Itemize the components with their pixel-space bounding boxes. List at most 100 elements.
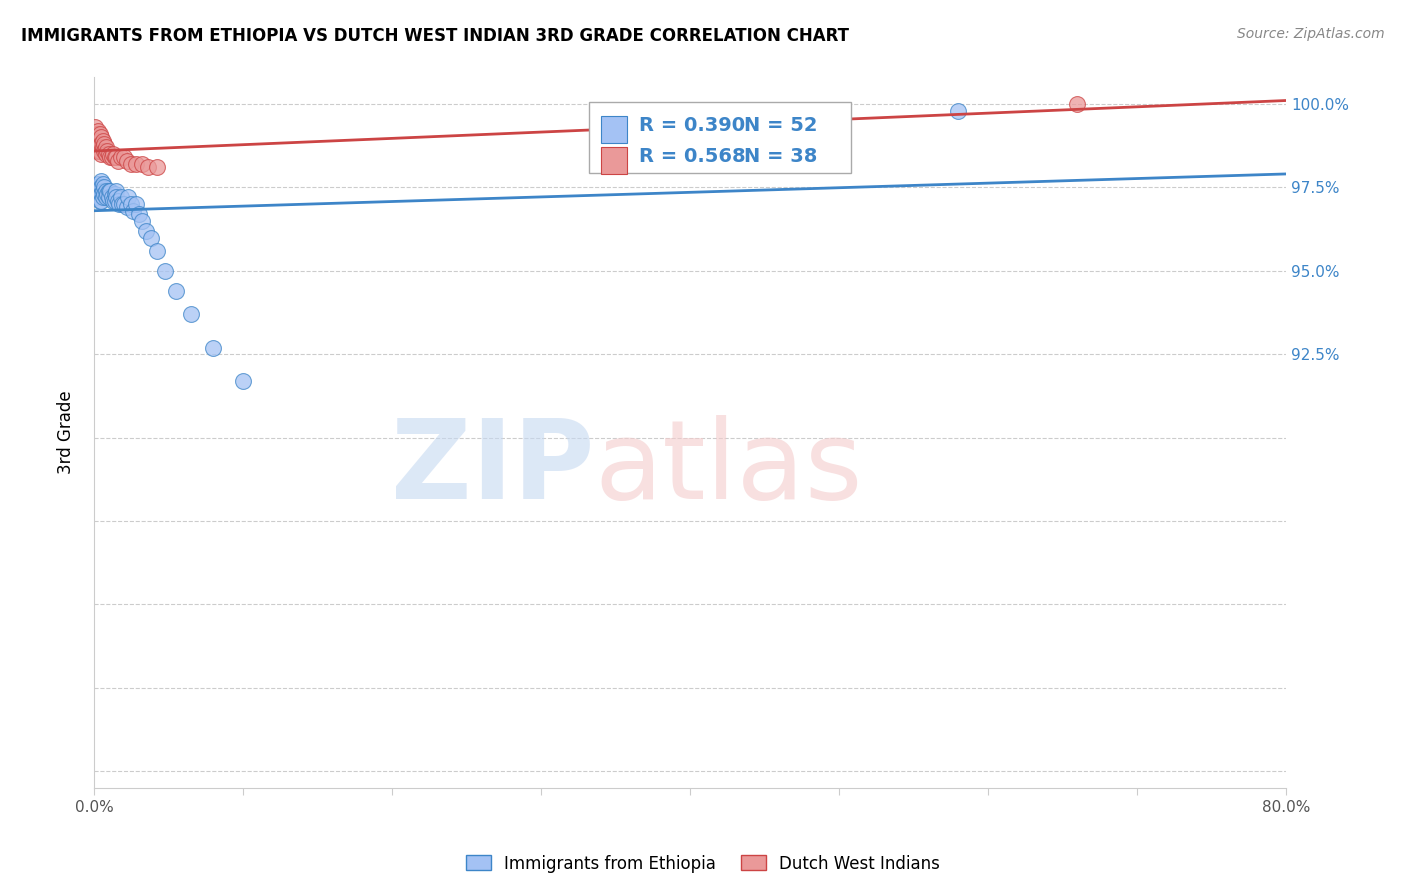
Point bbox=[98, 151, 121, 165]
Point bbox=[84, 180, 107, 194]
Point bbox=[90, 174, 112, 188]
Point bbox=[90, 147, 112, 161]
Point bbox=[87, 177, 110, 191]
Point bbox=[84, 190, 107, 204]
Point bbox=[87, 184, 110, 198]
Legend: Immigrants from Ethiopia, Dutch West Indians: Immigrants from Ethiopia, Dutch West Ind… bbox=[460, 848, 946, 880]
Text: N = 38: N = 38 bbox=[744, 147, 817, 167]
Point bbox=[202, 341, 225, 355]
Text: R = 0.568: R = 0.568 bbox=[638, 147, 745, 167]
Point bbox=[91, 190, 114, 204]
Point bbox=[120, 197, 142, 211]
Point bbox=[115, 153, 138, 168]
Point bbox=[104, 151, 127, 165]
Point bbox=[89, 144, 111, 158]
Point bbox=[946, 103, 969, 118]
Point bbox=[96, 187, 118, 202]
Point bbox=[84, 130, 107, 145]
Point bbox=[110, 190, 132, 204]
Bar bbox=[600, 116, 627, 143]
Point bbox=[94, 190, 117, 204]
Point bbox=[165, 284, 187, 298]
Text: R = 0.390: R = 0.390 bbox=[638, 116, 745, 136]
Point bbox=[86, 144, 108, 158]
Point bbox=[124, 157, 146, 171]
Point bbox=[131, 214, 153, 228]
Point bbox=[86, 180, 108, 194]
Point bbox=[136, 161, 159, 175]
Point bbox=[90, 187, 112, 202]
Point bbox=[121, 203, 143, 218]
Point bbox=[87, 140, 110, 154]
Point bbox=[84, 120, 107, 135]
Point bbox=[93, 187, 115, 202]
Point bbox=[87, 190, 110, 204]
Point bbox=[101, 190, 124, 204]
Point bbox=[180, 307, 202, 321]
Point bbox=[87, 134, 110, 148]
Point bbox=[112, 151, 135, 165]
Point bbox=[128, 207, 150, 221]
Point bbox=[91, 134, 114, 148]
Point bbox=[108, 197, 131, 211]
Point bbox=[91, 140, 114, 154]
Point bbox=[86, 137, 108, 152]
Text: ZIP: ZIP bbox=[391, 415, 595, 522]
Point bbox=[89, 127, 111, 141]
Point bbox=[93, 144, 115, 158]
Point bbox=[104, 194, 127, 208]
FancyBboxPatch shape bbox=[589, 103, 851, 173]
Text: atlas: atlas bbox=[595, 415, 863, 522]
Point bbox=[107, 194, 129, 208]
Point bbox=[93, 180, 115, 194]
Point bbox=[97, 184, 120, 198]
Point bbox=[94, 184, 117, 198]
Point bbox=[117, 190, 139, 204]
Point bbox=[90, 180, 112, 194]
Point bbox=[107, 153, 129, 168]
Point bbox=[139, 230, 162, 244]
Point bbox=[105, 190, 128, 204]
Point bbox=[91, 184, 114, 198]
Bar bbox=[600, 147, 627, 174]
Point bbox=[110, 151, 132, 165]
Point bbox=[89, 187, 111, 202]
Point bbox=[97, 147, 120, 161]
Point bbox=[89, 180, 111, 194]
Text: IMMIGRANTS FROM ETHIOPIA VS DUTCH WEST INDIAN 3RD GRADE CORRELATION CHART: IMMIGRANTS FROM ETHIOPIA VS DUTCH WEST I… bbox=[21, 27, 849, 45]
Point bbox=[120, 157, 142, 171]
Point bbox=[105, 184, 128, 198]
Point bbox=[101, 151, 124, 165]
Point bbox=[91, 177, 114, 191]
Point bbox=[135, 224, 157, 238]
Point bbox=[115, 201, 138, 215]
Point bbox=[131, 157, 153, 171]
Point bbox=[89, 194, 111, 208]
Text: Source: ZipAtlas.com: Source: ZipAtlas.com bbox=[1237, 27, 1385, 41]
Point bbox=[90, 137, 112, 152]
Point bbox=[94, 140, 117, 154]
Point bbox=[90, 194, 112, 208]
Point bbox=[98, 184, 121, 198]
Point bbox=[124, 197, 146, 211]
Point bbox=[103, 194, 125, 208]
Point bbox=[145, 244, 167, 258]
Point bbox=[104, 187, 127, 202]
Point bbox=[232, 374, 254, 388]
Point bbox=[86, 187, 108, 202]
Point bbox=[103, 147, 125, 161]
Point bbox=[94, 147, 117, 161]
Point bbox=[155, 264, 177, 278]
Point bbox=[112, 197, 135, 211]
Point bbox=[97, 190, 120, 204]
Text: N = 52: N = 52 bbox=[744, 116, 817, 136]
Point bbox=[105, 151, 128, 165]
Point bbox=[90, 130, 112, 145]
Point bbox=[93, 137, 115, 152]
Point bbox=[89, 137, 111, 152]
Point bbox=[1066, 97, 1088, 112]
Y-axis label: 3rd Grade: 3rd Grade bbox=[58, 391, 75, 475]
Point bbox=[111, 197, 134, 211]
Point bbox=[145, 161, 167, 175]
Point bbox=[87, 124, 110, 138]
